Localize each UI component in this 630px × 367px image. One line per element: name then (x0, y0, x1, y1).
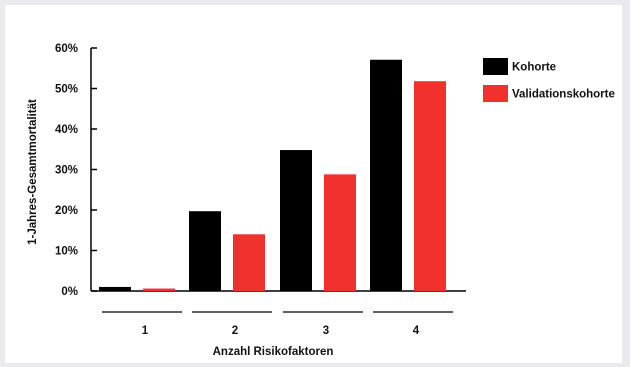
bars (99, 59, 446, 292)
legend-label: Validationskohorte (512, 89, 615, 101)
bar-validationskohorte-2 (233, 234, 265, 291)
bar-kohorte-4 (370, 59, 402, 292)
x-tick-label: 2 (232, 325, 238, 337)
legend-swatch (483, 58, 508, 75)
y-tick-label: 60% (55, 43, 78, 55)
bar-kohorte-2 (189, 211, 221, 291)
legend: Kohorte Validationskohorte (483, 58, 615, 102)
legend-label: Kohorte (512, 62, 556, 74)
y-tick-label: 0% (61, 286, 78, 298)
y-tick-label: 40% (55, 124, 78, 136)
x-tick-label: 3 (323, 325, 329, 337)
bar-validationskohorte-4 (414, 81, 446, 292)
y-tick-label: 30% (55, 165, 78, 177)
legend-swatch (483, 85, 508, 102)
y-tick-label: 20% (55, 205, 78, 217)
y-axis-title: 1-Jahres-Gesamtmortalität (27, 99, 39, 245)
y-tick-label: 10% (55, 246, 78, 258)
bar-validationskohorte-1 (143, 288, 175, 291)
bar-kohorte-3 (280, 150, 312, 291)
x-axis: 1 2 3 4 (102, 311, 453, 337)
x-tick-label: 1 (142, 325, 149, 337)
bar-validationskohorte-3 (324, 174, 356, 291)
y-tick-label: 50% (55, 84, 78, 96)
x-tick-label: 4 (413, 325, 420, 337)
x-axis-title: Anzahl Risikofaktoren (213, 346, 334, 358)
chart-panel (5, 5, 622, 363)
bar-kohorte-1 (99, 286, 131, 291)
